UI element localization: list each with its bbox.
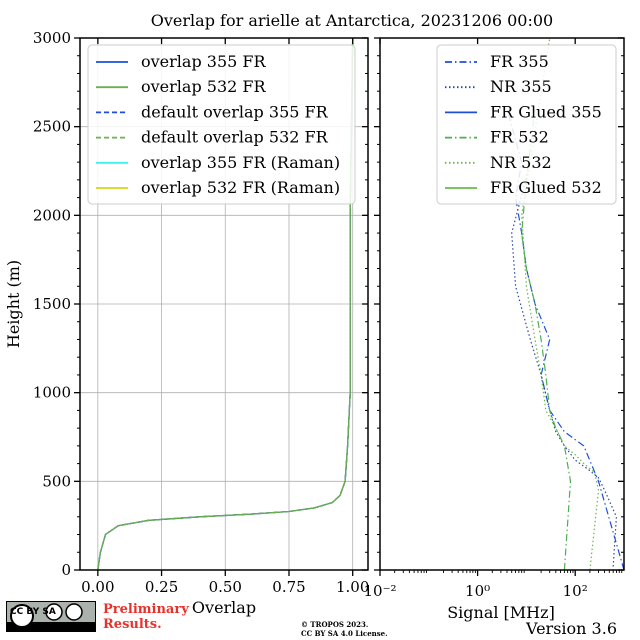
overlap-xtick-label: 0.00 — [81, 578, 114, 596]
overlap-legend-label: default overlap 532 FR — [141, 128, 329, 147]
overlap-ytick-label: 3000 — [33, 29, 71, 47]
overlap-legend: overlap 355 FR overlap 532 FR default over… — [87, 44, 356, 205]
signal-legend: FR 355 NR 355 FR Glued 355 FR 532 NR 532 FR G… — [436, 44, 617, 205]
signal-xlabel: Signal [MHz] — [447, 603, 555, 622]
signal-ticks: 10⁻² 10⁰ 10² — [363, 37, 624, 600]
overlap-legend-label: overlap 355 FR (Raman) — [141, 153, 340, 172]
signal-legend-label: NR 355 — [490, 77, 552, 96]
version-label: Version 3.6 — [526, 619, 617, 638]
overlap-panel: 0.00 0.25 0.50 0.75 1.00 0 500 1000 1500 2000 2500… — [4, 29, 369, 617]
copyright-line2: CC BY SA 4.0 License. — [301, 629, 388, 638]
overlap-ytick-label: 2500 — [33, 118, 71, 136]
overlap-ytick-label: 1500 — [33, 295, 71, 313]
signal-legend-label: FR Glued 532 — [490, 178, 602, 197]
overlap-xtick-label: 0.75 — [272, 578, 305, 596]
cc-badge-text: CC BY SA — [10, 607, 56, 617]
preliminary-note: Preliminary Results. — [103, 602, 189, 632]
overlap-ytick-label: 500 — [42, 472, 71, 490]
signal-xtick-label: 10⁰ — [465, 582, 490, 600]
overlap-legend-box — [87, 44, 356, 205]
cc-by-sa-icon — [7, 602, 95, 631]
signal-series-line — [521, 37, 600, 571]
overlap-legend-label: overlap 532 FR — [141, 77, 267, 96]
copyright-note: © TROPOS 2023. CC BY SA 4.0 License. — [301, 620, 388, 638]
signal-series-line — [521, 108, 572, 571]
overlap-xtick-label: 0.25 — [145, 578, 178, 596]
signal-xtick-label: 10⁻² — [363, 582, 396, 600]
overlap-legend-label: overlap 532 FR (Raman) — [141, 178, 340, 197]
preliminary-line2: Results. — [103, 617, 162, 632]
overlap-ytick-label: 0 — [61, 561, 71, 579]
signal-series-line — [506, 108, 625, 571]
signal-legend-label: NR 532 — [490, 153, 552, 172]
signal-legend-box — [436, 44, 617, 205]
signal-legend-label: FR Glued 355 — [490, 102, 602, 121]
overlap-legend-label: default overlap 355 FR — [141, 102, 329, 121]
overlap-ylabel: Height (m) — [4, 260, 23, 348]
signal-series-line — [511, 161, 618, 567]
chart-title: Overlap for arielle at Antarctica, 20231… — [151, 11, 553, 30]
overlap-xlabel: Overlap — [192, 598, 256, 617]
preliminary-line1: Preliminary — [103, 602, 189, 617]
signal-legend-label: FR 355 — [490, 52, 549, 71]
signal-panel: 10⁻² 10⁰ 10² Signal [MHz] FR 355 NR 355 FR G… — [363, 37, 625, 622]
overlap-lines — [97, 37, 354, 571]
overlap-legend-label: overlap 355 FR — [141, 52, 267, 71]
overlap-series-line — [97, 37, 354, 571]
overlap-ticks: 0.00 0.25 0.50 0.75 1.00 0 500 1000 1500 2000 2500… — [33, 29, 370, 596]
signal-xtick-label: 10² — [563, 582, 588, 600]
overlap-xtick-label: 0.50 — [209, 578, 242, 596]
overlap-xtick-label: 1.00 — [336, 578, 369, 596]
signal-lines — [506, 37, 625, 571]
signal-legend-label: FR 532 — [490, 128, 549, 147]
overlap-ytick-label: 1000 — [33, 384, 71, 402]
copyright-line1: © TROPOS 2023. — [301, 620, 369, 629]
overlap-ytick-label: 2000 — [33, 206, 71, 224]
cc-license-badge: CC BY SA — [6, 601, 96, 632]
